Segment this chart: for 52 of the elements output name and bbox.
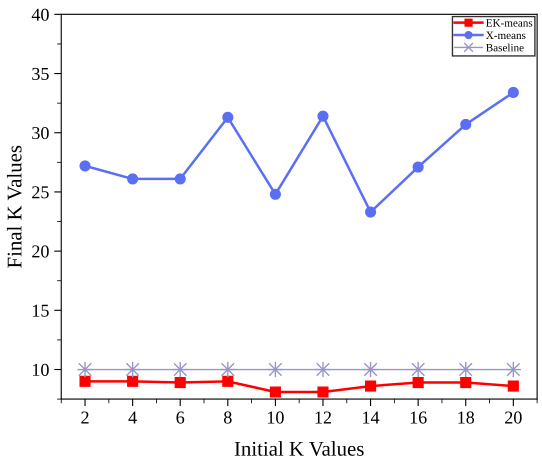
point <box>412 162 424 173</box>
point <box>270 188 281 200</box>
point <box>222 112 234 123</box>
point <box>172 361 189 378</box>
x-tick-label: 6 <box>176 411 184 424</box>
point <box>410 361 426 378</box>
point <box>460 376 472 388</box>
legend-label: Baseline <box>486 44 524 52</box>
y-tick-label: 35 <box>32 68 49 80</box>
legend-label: X-means <box>486 32 526 40</box>
point <box>79 160 91 172</box>
x-tick-label: 12 <box>316 411 332 424</box>
y-tick-label: 15 <box>32 304 49 317</box>
point <box>76 361 94 378</box>
point <box>317 110 329 122</box>
x-tick-label: 8 <box>224 411 232 424</box>
x-tick-label: 18 <box>458 411 474 424</box>
point <box>270 386 281 398</box>
point <box>508 86 519 98</box>
point <box>79 376 91 387</box>
x-tick-label: 20 <box>505 411 522 424</box>
x-axis-title: Initial K Values <box>234 441 364 456</box>
point <box>460 118 472 130</box>
point <box>314 361 332 378</box>
legend-label: EK-means <box>486 19 532 27</box>
point <box>457 361 474 378</box>
x-tick-label: 2 <box>81 411 89 424</box>
point <box>362 361 379 378</box>
point <box>124 361 141 378</box>
y-axis-title: Final K Values <box>6 146 22 268</box>
point <box>365 206 376 218</box>
x-tick-label: 10 <box>268 411 284 424</box>
point <box>267 361 284 378</box>
point <box>174 376 186 388</box>
point <box>127 376 138 387</box>
point <box>412 376 424 388</box>
x-tick-label: 16 <box>410 411 427 424</box>
point <box>222 376 234 387</box>
point <box>365 380 376 392</box>
point <box>317 386 329 398</box>
point <box>508 380 519 392</box>
point <box>174 173 186 184</box>
y-tick-label: 10 <box>32 364 49 376</box>
x-tick-label: 4 <box>128 412 137 424</box>
y-tick-label: 40 <box>32 8 49 21</box>
y-tick-label: 30 <box>32 126 49 140</box>
point <box>127 173 138 184</box>
point <box>219 361 236 378</box>
point <box>504 361 522 378</box>
y-tick-label: 20 <box>32 245 49 258</box>
y-tick-label: 25 <box>32 186 49 198</box>
x-tick-label: 14 <box>363 412 380 424</box>
